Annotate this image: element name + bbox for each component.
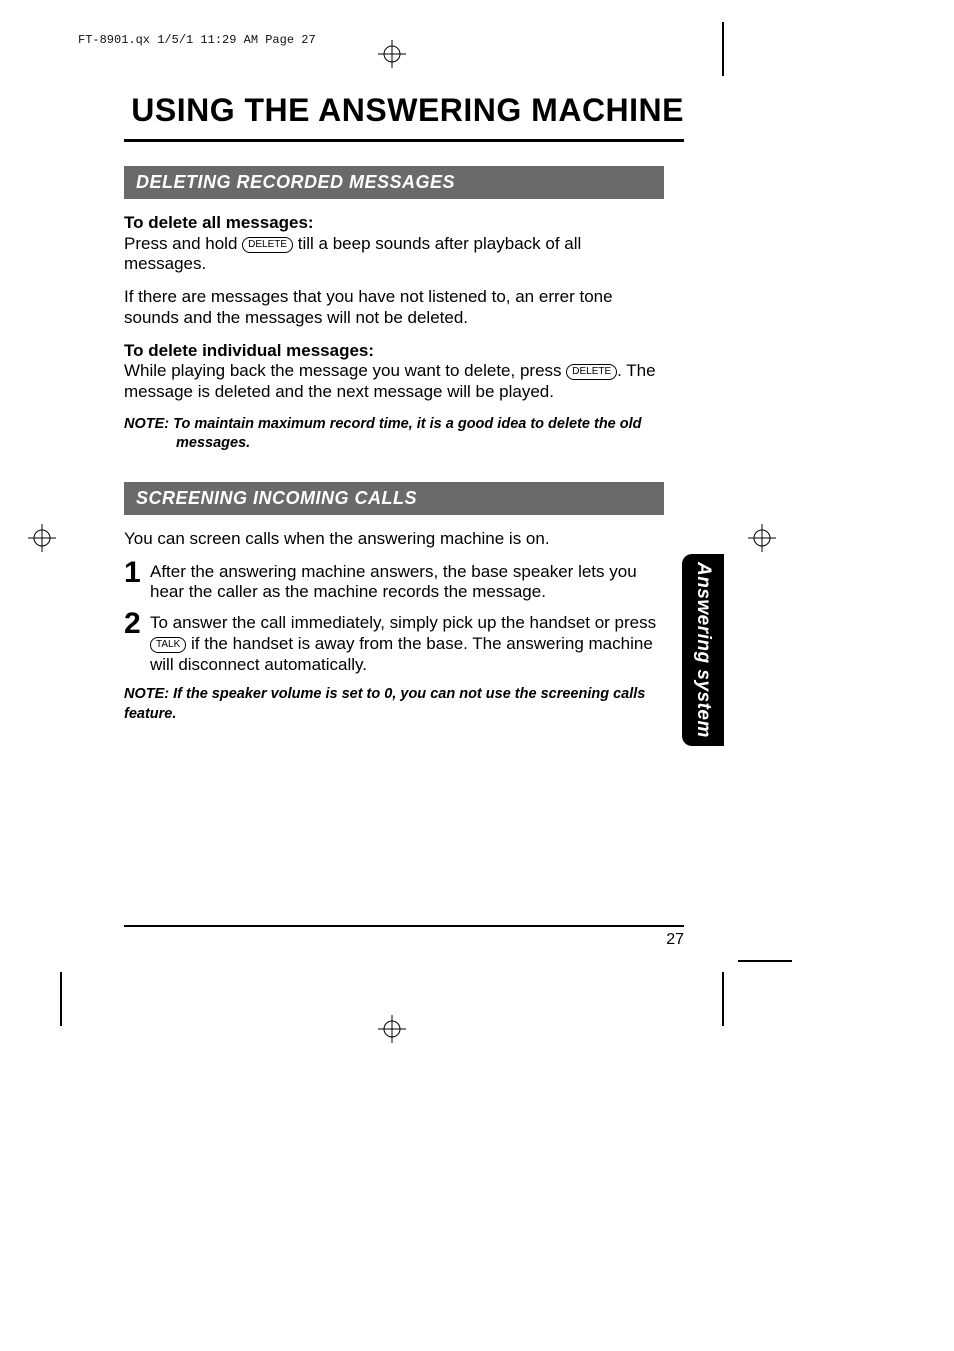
crop-mark-bottom-right-h bbox=[738, 960, 792, 962]
section-bar-screening: SCREENING INCOMING CALLS bbox=[124, 482, 664, 515]
delete-all-block: To delete all messages: Press and hold D… bbox=[124, 213, 664, 275]
delete-error-paragraph: If there are messages that you have not … bbox=[124, 287, 664, 328]
screening-note: NOTE: If the speaker volume is set to 0,… bbox=[124, 685, 664, 724]
delete-all-heading: To delete all messages: bbox=[124, 213, 314, 232]
screening-intro: You can screen calls when the answering … bbox=[124, 529, 664, 550]
registration-mark-top bbox=[378, 40, 406, 68]
step-1-number: 1 bbox=[124, 558, 150, 599]
step-1-text: After the answering machine answers, the… bbox=[150, 562, 664, 603]
section-tab: Answering system bbox=[682, 554, 724, 746]
delete-key-icon: DELETE bbox=[242, 237, 293, 253]
note-text: To maintain maximum record time, it is a… bbox=[173, 416, 641, 452]
page-title: USING THE ANSWERING MACHINE bbox=[124, 92, 684, 129]
crop-mark-bottom-left bbox=[60, 972, 62, 1026]
title-rule bbox=[124, 139, 684, 142]
delete-individual-text-a: While playing back the message you want … bbox=[124, 361, 566, 380]
step-2: 2 To answer the call immediately, simply… bbox=[124, 613, 664, 675]
registration-mark-bottom bbox=[378, 1015, 406, 1043]
crop-mark-bottom-right bbox=[722, 972, 724, 1026]
step-2-text: To answer the call immediately, simply p… bbox=[150, 613, 664, 675]
note-label: NOTE: bbox=[124, 416, 173, 432]
talk-key-icon: TALK bbox=[150, 637, 186, 653]
crop-mark-top-right bbox=[722, 22, 724, 76]
section-tab-label: Answering system bbox=[692, 562, 714, 738]
delete-individual-block: To delete individual messages: While pla… bbox=[124, 341, 664, 403]
page-number: 27 bbox=[124, 931, 684, 949]
file-header-line: FT-8901.qx 1/5/1 11:29 AM Page 27 bbox=[78, 33, 316, 47]
registration-mark-right bbox=[748, 524, 776, 552]
footer-rule bbox=[124, 925, 684, 927]
step-2-number: 2 bbox=[124, 609, 150, 671]
delete-all-text-a: Press and hold bbox=[124, 234, 242, 253]
delete-individual-heading: To delete individual messages: bbox=[124, 341, 374, 360]
page-content: USING THE ANSWERING MACHINE DELETING REC… bbox=[124, 92, 684, 949]
step-1: 1 After the answering machine answers, t… bbox=[124, 562, 664, 603]
delete-key-icon: DELETE bbox=[566, 364, 617, 380]
step-2-text-a: To answer the call immediately, simply p… bbox=[150, 613, 656, 632]
section-bar-deleting: DELETING RECORDED MESSAGES bbox=[124, 166, 664, 199]
step-2-text-b: if the handset is away from the base. Th… bbox=[150, 634, 653, 674]
delete-note: NOTE: To maintain maximum record time, i… bbox=[124, 415, 664, 454]
registration-mark-left bbox=[28, 524, 56, 552]
